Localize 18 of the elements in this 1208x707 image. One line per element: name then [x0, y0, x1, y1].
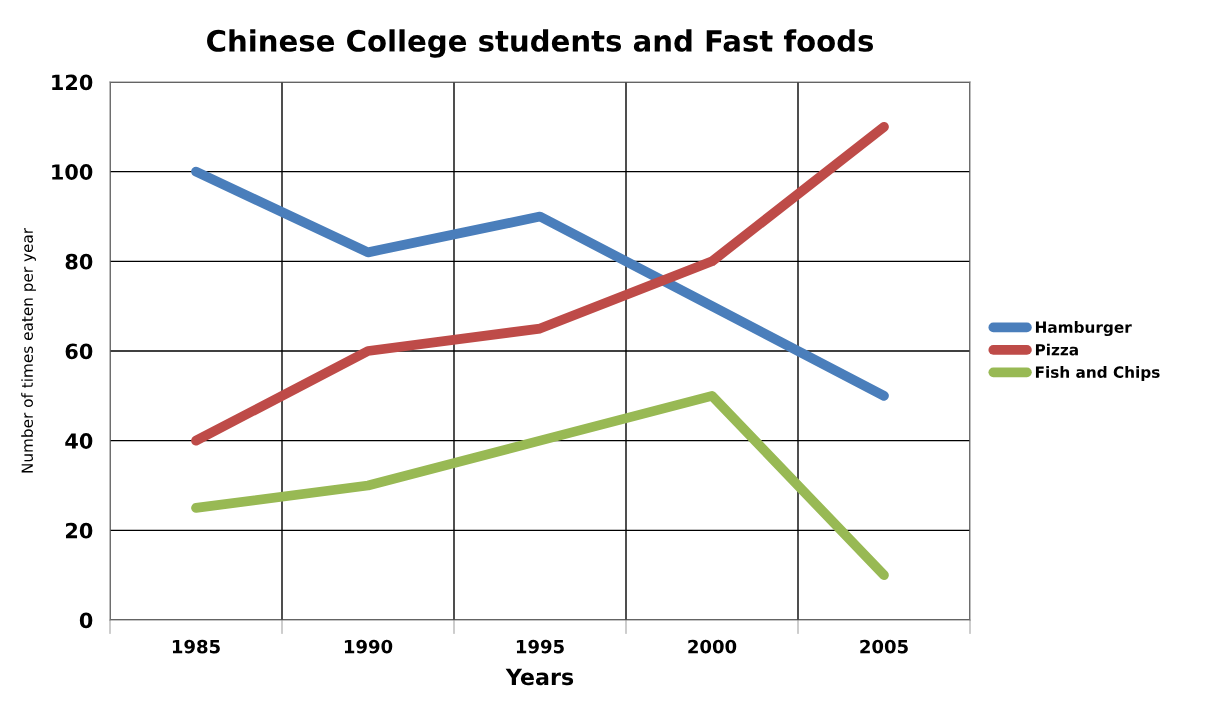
y-tick-label: 80 — [65, 253, 93, 270]
legend-label: Hamburger — [1035, 321, 1132, 337]
y-tick-label: 0 — [79, 612, 93, 629]
y-tick-label: 20 — [65, 522, 93, 539]
x-tick-label: 2000 — [688, 639, 737, 654]
x-tick-label: 1995 — [516, 639, 564, 654]
x-tick-label: 2005 — [860, 639, 908, 654]
legend-label: Pizza — [1035, 343, 1078, 356]
x-tick-label: 1985 — [172, 639, 220, 654]
y-tick-label: 60 — [65, 343, 93, 360]
y-tick-label: 40 — [65, 433, 93, 449]
y-axis-title: Number of times eaten per year — [21, 227, 36, 473]
y-tick-label: 120 — [52, 74, 93, 91]
x-tick-label: 1990 — [344, 639, 393, 654]
x-axis-title: Years — [505, 668, 574, 686]
legend-label: Fish and Chips — [1035, 366, 1160, 381]
chart-title: Chinese College students and Fast foods — [207, 29, 874, 58]
y-tick-label: 100 — [52, 164, 93, 180]
